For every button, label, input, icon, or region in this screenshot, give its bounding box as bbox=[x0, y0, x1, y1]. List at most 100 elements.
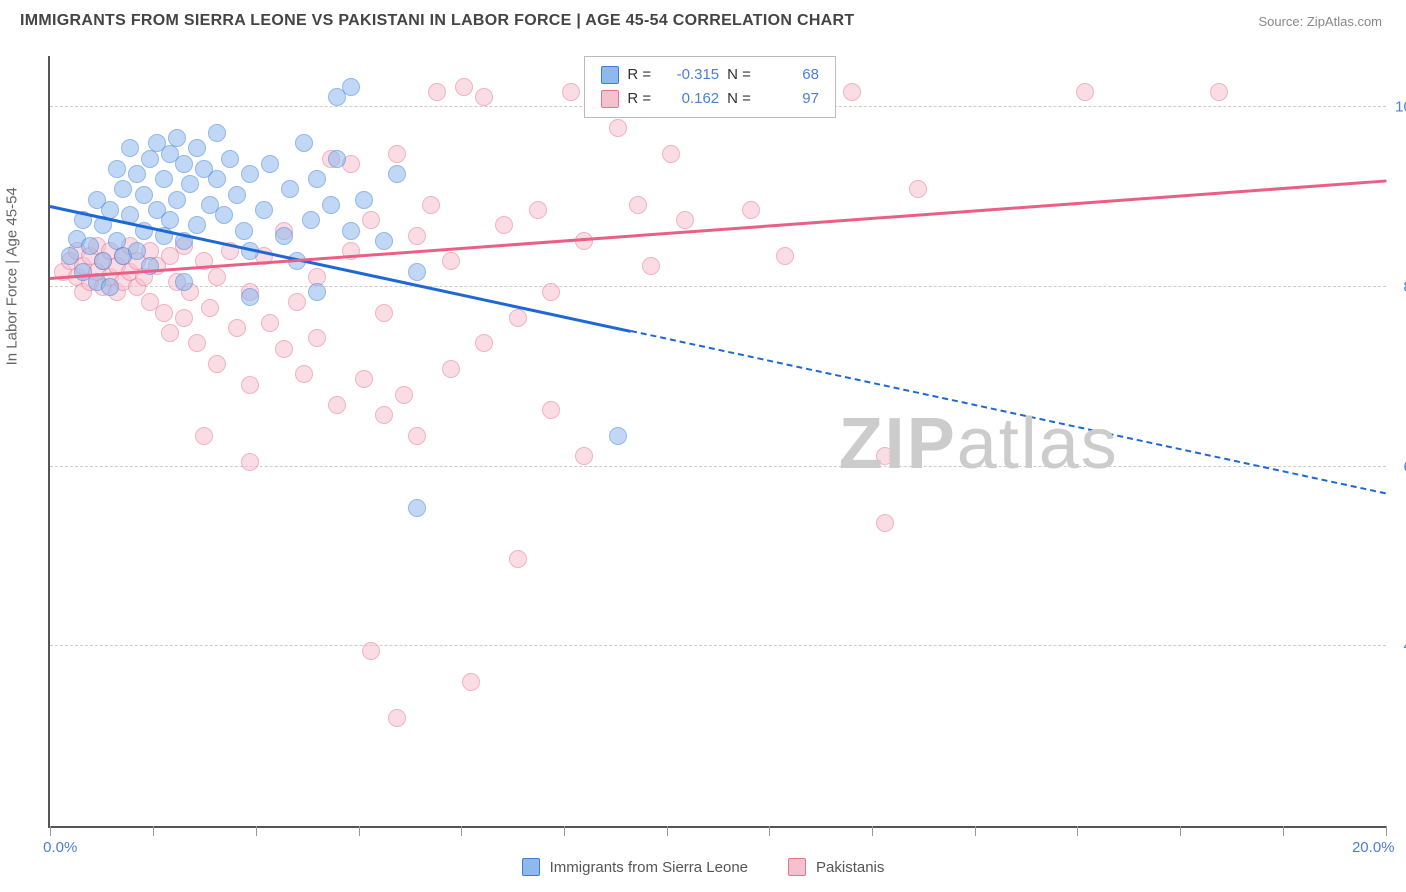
scatter-point-pink bbox=[395, 386, 413, 404]
header: IMMIGRANTS FROM SIERRA LEONE VS PAKISTAN… bbox=[0, 0, 1406, 38]
x-tick bbox=[50, 826, 51, 836]
scatter-point-pink bbox=[241, 376, 259, 394]
scatter-point-pink bbox=[509, 550, 527, 568]
watermark: ZIPatlas bbox=[839, 403, 1119, 485]
legend-label-blue: Immigrants from Sierra Leone bbox=[550, 859, 748, 876]
legend-label-pink: Pakistanis bbox=[816, 859, 884, 876]
scatter-point-blue bbox=[181, 175, 199, 193]
scatter-point-blue bbox=[295, 134, 313, 152]
x-tick bbox=[667, 826, 668, 836]
scatter-point-blue bbox=[255, 201, 273, 219]
scatter-point-blue bbox=[208, 170, 226, 188]
n-value-pink: 97 bbox=[759, 87, 819, 111]
scatter-point-pink bbox=[629, 196, 647, 214]
scatter-point-pink bbox=[422, 196, 440, 214]
scatter-point-blue bbox=[261, 155, 279, 173]
n-label: N = bbox=[727, 87, 751, 111]
scatter-point-pink bbox=[241, 453, 259, 471]
scatter-point-pink bbox=[1210, 83, 1228, 101]
r-value-pink: 0.162 bbox=[659, 87, 719, 111]
scatter-point-pink bbox=[355, 370, 373, 388]
x-tick-label: 20.0% bbox=[1352, 839, 1395, 856]
scatter-point-blue bbox=[175, 155, 193, 173]
scatter-point-blue bbox=[161, 211, 179, 229]
legend-swatch-pink bbox=[788, 858, 806, 876]
watermark-bold: ZIP bbox=[839, 404, 957, 484]
scatter-point-blue bbox=[128, 242, 146, 260]
x-tick bbox=[461, 826, 462, 836]
scatter-point-pink bbox=[375, 406, 393, 424]
x-tick bbox=[564, 826, 565, 836]
scatter-point-blue bbox=[328, 150, 346, 168]
scatter-point-pink bbox=[1076, 83, 1094, 101]
scatter-point-pink bbox=[475, 334, 493, 352]
scatter-point-pink bbox=[909, 180, 927, 198]
scatter-point-blue bbox=[228, 186, 246, 204]
scatter-point-pink bbox=[542, 283, 560, 301]
legend-swatch-pink bbox=[601, 90, 619, 108]
scatter-point-blue bbox=[128, 165, 146, 183]
r-label: R = bbox=[627, 87, 651, 111]
scatter-point-pink bbox=[475, 88, 493, 106]
scatter-point-pink bbox=[155, 304, 173, 322]
scatter-point-blue bbox=[168, 191, 186, 209]
scatter-point-pink bbox=[261, 314, 279, 332]
scatter-point-blue bbox=[221, 150, 239, 168]
gridline-h bbox=[50, 645, 1386, 646]
scatter-point-pink bbox=[529, 201, 547, 219]
scatter-point-pink bbox=[562, 83, 580, 101]
scatter-point-blue bbox=[302, 211, 320, 229]
x-tick bbox=[872, 826, 873, 836]
scatter-point-blue bbox=[108, 160, 126, 178]
scatter-point-pink bbox=[288, 293, 306, 311]
scatter-point-blue bbox=[609, 427, 627, 445]
scatter-point-blue bbox=[168, 129, 186, 147]
scatter-point-pink bbox=[542, 401, 560, 419]
scatter-point-blue bbox=[114, 180, 132, 198]
scatter-point-blue bbox=[94, 252, 112, 270]
scatter-point-pink bbox=[455, 78, 473, 96]
x-tick bbox=[1077, 826, 1078, 836]
scatter-point-pink bbox=[509, 309, 527, 327]
n-value-blue: 68 bbox=[759, 63, 819, 87]
scatter-point-pink bbox=[295, 365, 313, 383]
scatter-point-pink bbox=[188, 334, 206, 352]
scatter-point-blue bbox=[175, 273, 193, 291]
scatter-point-pink bbox=[275, 340, 293, 358]
r-value-blue: -0.315 bbox=[659, 63, 719, 87]
legend-swatch-blue bbox=[601, 66, 619, 84]
chart-title: IMMIGRANTS FROM SIERRA LEONE VS PAKISTAN… bbox=[20, 12, 854, 30]
scatter-point-pink bbox=[495, 216, 513, 234]
scatter-point-pink bbox=[408, 227, 426, 245]
scatter-point-pink bbox=[175, 309, 193, 327]
scatter-point-blue bbox=[388, 165, 406, 183]
scatter-point-pink bbox=[308, 329, 326, 347]
scatter-point-blue bbox=[281, 180, 299, 198]
correlation-legend: R = -0.315 N = 68 R = 0.162 N = 97 bbox=[584, 56, 836, 118]
watermark-rest: atlas bbox=[957, 404, 1119, 484]
chart-area: ZIPatlas R = -0.315 N = 68 R = 0.162 N =… bbox=[48, 56, 1386, 828]
scatter-point-blue bbox=[308, 283, 326, 301]
legend-swatch-blue bbox=[522, 858, 540, 876]
scatter-point-blue bbox=[342, 78, 360, 96]
x-tick bbox=[975, 826, 976, 836]
scatter-point-pink bbox=[201, 299, 219, 317]
r-label: R = bbox=[627, 63, 651, 87]
scatter-point-pink bbox=[328, 396, 346, 414]
scatter-point-blue bbox=[308, 170, 326, 188]
x-tick bbox=[1283, 826, 1284, 836]
scatter-point-pink bbox=[442, 360, 460, 378]
plot-surface: ZIPatlas R = -0.315 N = 68 R = 0.162 N =… bbox=[48, 56, 1386, 828]
scatter-point-pink bbox=[195, 427, 213, 445]
scatter-point-blue bbox=[135, 186, 153, 204]
scatter-point-pink bbox=[208, 268, 226, 286]
scatter-point-blue bbox=[155, 170, 173, 188]
x-tick bbox=[769, 826, 770, 836]
scatter-point-pink bbox=[676, 211, 694, 229]
x-tick-label: 0.0% bbox=[43, 839, 77, 856]
scatter-point-pink bbox=[442, 252, 460, 270]
scatter-point-blue bbox=[275, 227, 293, 245]
scatter-point-pink bbox=[609, 119, 627, 137]
scatter-point-blue bbox=[141, 150, 159, 168]
scatter-point-blue bbox=[241, 288, 259, 306]
